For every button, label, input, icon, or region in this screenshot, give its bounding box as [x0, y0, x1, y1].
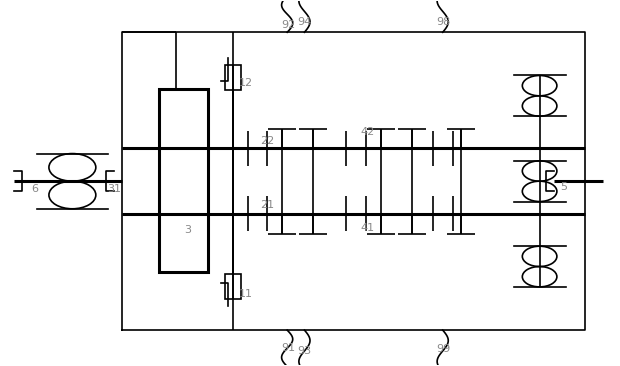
Text: 98: 98 — [436, 18, 451, 27]
Text: 91: 91 — [281, 343, 295, 353]
Text: 42: 42 — [361, 127, 375, 137]
Text: 22: 22 — [260, 136, 275, 146]
Text: 6: 6 — [31, 184, 38, 194]
Text: 99: 99 — [436, 344, 451, 354]
Text: 41: 41 — [361, 223, 374, 234]
Text: 94: 94 — [298, 18, 312, 27]
Text: 3: 3 — [184, 225, 191, 235]
Text: 11: 11 — [239, 289, 253, 299]
Text: 21: 21 — [260, 200, 275, 210]
Bar — [159, 89, 208, 272]
Text: 31: 31 — [107, 184, 122, 194]
Bar — [225, 65, 241, 90]
Bar — [225, 274, 241, 299]
Text: 92: 92 — [281, 20, 295, 30]
Text: 93: 93 — [298, 346, 312, 356]
Text: 12: 12 — [239, 78, 253, 88]
Text: 5: 5 — [560, 182, 567, 193]
